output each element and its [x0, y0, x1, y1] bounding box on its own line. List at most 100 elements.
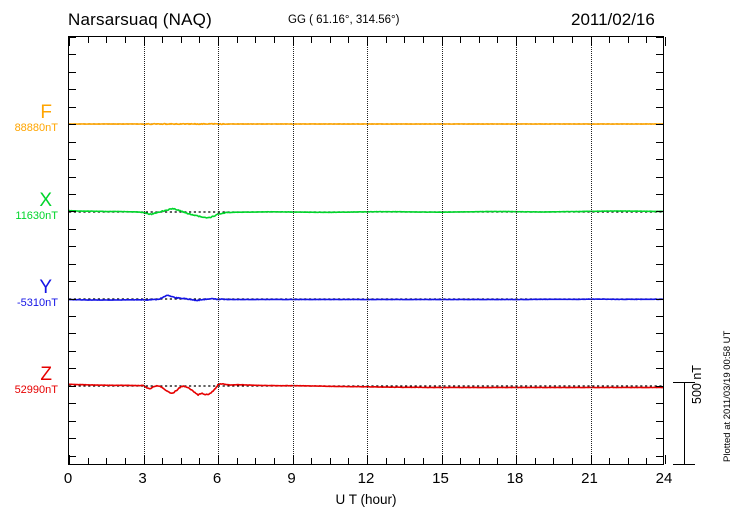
- x-tick: [404, 458, 406, 464]
- y-tick: [69, 71, 76, 73]
- x-tick: [422, 458, 424, 464]
- x-tick: [124, 458, 126, 464]
- x-tick: [441, 37, 443, 46]
- traces-canvas: [69, 122, 663, 397]
- x-tick-label-3: 3: [138, 470, 147, 487]
- x-tick-label-18: 18: [506, 470, 524, 487]
- y-tick: [69, 228, 76, 230]
- y-tick: [656, 141, 663, 143]
- gridline-6h: [218, 37, 219, 464]
- y-tick: [656, 176, 663, 178]
- y-tick: [656, 438, 663, 440]
- y-tick: [656, 350, 663, 352]
- y-tick: [656, 37, 663, 38]
- y-tick: [69, 316, 76, 318]
- y-tick: [69, 385, 76, 387]
- y-tick: [69, 37, 76, 38]
- x-tick: [385, 37, 387, 43]
- x-axis-title: U T (hour): [335, 492, 397, 507]
- x-tick: [367, 37, 368, 46]
- component-label-f: F 88880nT: [0, 103, 62, 135]
- x-tick: [590, 455, 592, 464]
- y-tick: [69, 403, 76, 405]
- y-tick: [656, 298, 663, 300]
- x-tick: [218, 37, 219, 46]
- y-tick: [656, 385, 663, 387]
- y-tick: [656, 54, 663, 56]
- y-tick: [656, 455, 663, 457]
- observation-date: 2011/02/16: [571, 10, 655, 29]
- y-tick: [656, 316, 663, 318]
- x-tick: [497, 37, 499, 43]
- y-tick: [69, 368, 76, 370]
- y-tick: [69, 281, 76, 283]
- x-tick: [665, 37, 666, 46]
- x-tick: [367, 455, 368, 464]
- x-tick: [646, 458, 648, 464]
- y-tick: [656, 211, 663, 213]
- magnetogram-plot-area: [68, 36, 666, 465]
- x-tick: [143, 37, 145, 46]
- x-tick-label-24: 24: [655, 470, 673, 487]
- trace-X: [69, 207, 663, 219]
- x-tick: [124, 37, 126, 43]
- y-tick: [656, 124, 663, 126]
- x-tick: [87, 37, 89, 43]
- scale-bar-label: 500 nT: [690, 365, 704, 404]
- scale-bar: [673, 382, 695, 465]
- y-tick: [69, 159, 76, 161]
- x-tick: [69, 37, 70, 46]
- x-tick: [590, 37, 592, 46]
- y-tick: [656, 71, 663, 73]
- gridline-3h: [143, 37, 145, 464]
- x-tick: [422, 37, 424, 43]
- component-symbol-z: Z: [40, 364, 52, 385]
- component-value-y: -5310nT: [17, 297, 58, 309]
- y-tick: [69, 263, 76, 265]
- x-tick: [571, 37, 573, 43]
- y-tick: [656, 228, 663, 230]
- x-tick-label-15: 15: [432, 470, 449, 487]
- station-title: Narsarsuaq (NAQ): [68, 10, 212, 29]
- y-tick: [69, 54, 76, 56]
- x-tick: [665, 455, 666, 464]
- y-tick: [656, 89, 663, 91]
- y-tick: [656, 193, 663, 195]
- x-tick: [162, 458, 164, 464]
- x-tick: [311, 458, 313, 464]
- x-tick: [106, 37, 108, 43]
- y-tick: [69, 211, 76, 213]
- y-tick: [656, 333, 663, 335]
- y-tick: [69, 246, 76, 248]
- x-tick: [199, 458, 201, 464]
- x-tick: [106, 458, 108, 464]
- x-tick: [255, 458, 257, 464]
- x-tick: [348, 458, 350, 464]
- x-tick: [162, 37, 164, 43]
- y-tick: [69, 89, 76, 91]
- gridline-9h: [292, 37, 294, 464]
- x-tick: [497, 458, 499, 464]
- y-tick: [69, 193, 76, 195]
- y-tick: [656, 420, 663, 422]
- plot-inner: [69, 37, 663, 464]
- component-label-y: Y -5310nT: [0, 278, 62, 310]
- x-tick: [87, 458, 89, 464]
- gridline-18h: [516, 37, 517, 464]
- x-tick: [553, 37, 555, 43]
- x-tick: [441, 455, 443, 464]
- x-tick-label-9: 9: [287, 470, 296, 487]
- x-tick: [385, 458, 387, 464]
- x-tick: [348, 37, 350, 43]
- x-tick: [236, 458, 238, 464]
- y-tick: [656, 281, 663, 283]
- y-tick: [69, 438, 76, 440]
- y-tick: [69, 420, 76, 422]
- component-symbol-x: X: [39, 190, 52, 211]
- x-tick: [218, 455, 219, 464]
- x-tick: [180, 458, 182, 464]
- x-tick: [460, 458, 462, 464]
- y-tick: [656, 159, 663, 161]
- component-label-z: Z 52990nT: [0, 365, 62, 397]
